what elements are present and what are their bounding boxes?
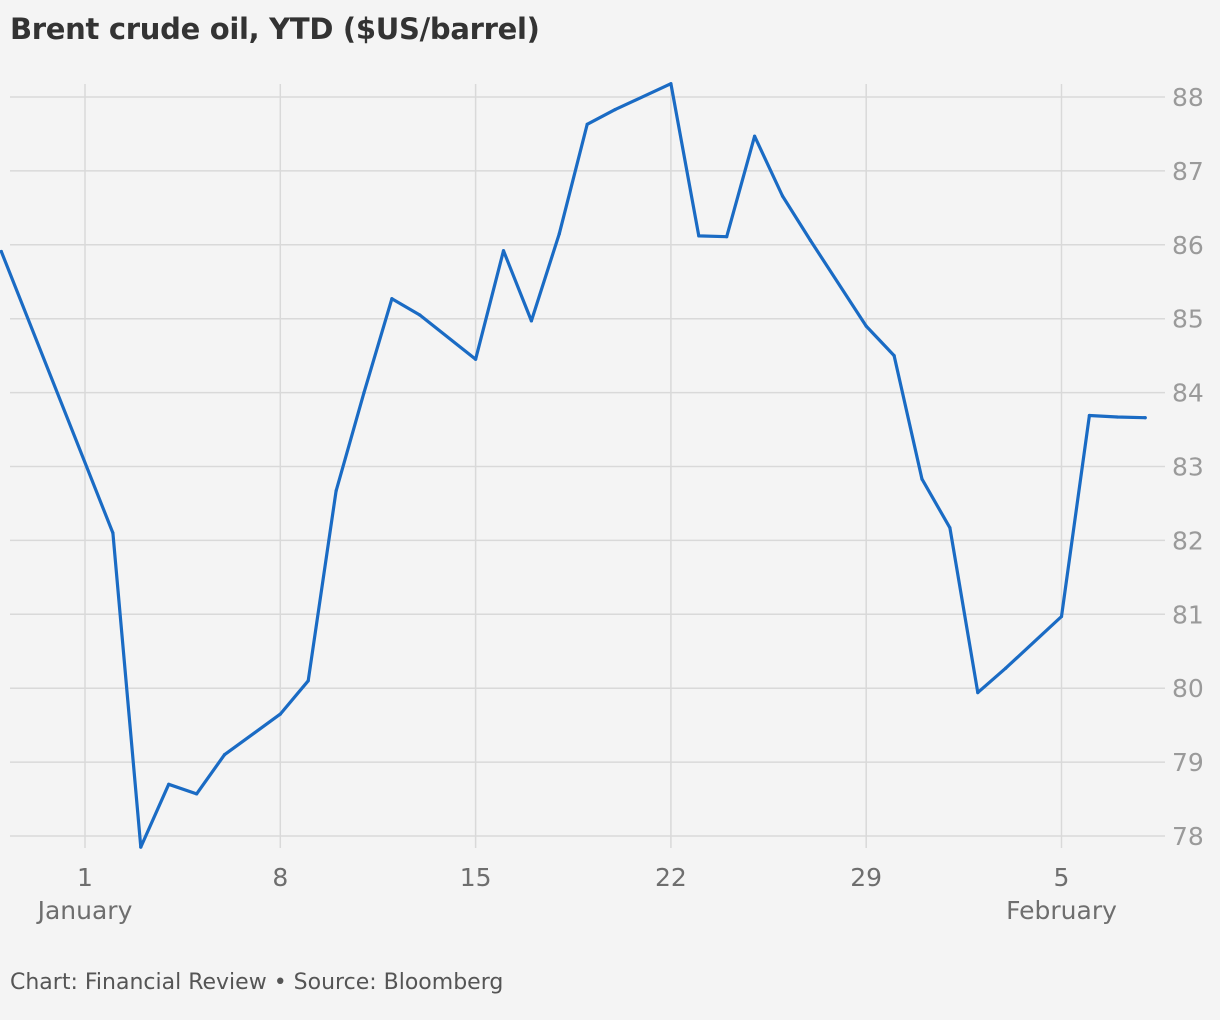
data-point bbox=[195, 792, 199, 796]
x-tick-label: 22 bbox=[655, 863, 687, 892]
data-point bbox=[501, 249, 506, 253]
chart-title: Brent crude oil, YTD ($US/barrel) bbox=[10, 12, 540, 46]
y-tick-label: 78 bbox=[1172, 822, 1204, 851]
y-tick-label: 82 bbox=[1172, 526, 1204, 555]
data-point bbox=[669, 82, 673, 86]
y-tick-label: 86 bbox=[1172, 231, 1204, 260]
y-tick-label: 87 bbox=[1172, 157, 1204, 186]
data-point bbox=[697, 234, 701, 238]
data-point bbox=[892, 354, 896, 358]
y-axis: 78 79 80 81 82 83 84 85 86 87 88 bbox=[1172, 83, 1204, 851]
series-layer bbox=[0, 82, 1147, 849]
data-point bbox=[362, 391, 366, 395]
x-axis: 1 January 8 15 22 29 5 February bbox=[36, 863, 1117, 925]
data-point bbox=[753, 134, 757, 138]
chart-footer: Chart: Financial Review • Source: Bloomb… bbox=[10, 970, 503, 995]
series-line bbox=[0, 82, 1147, 849]
data-point bbox=[725, 235, 729, 239]
data-point bbox=[1059, 614, 1064, 619]
data-point bbox=[0, 249, 3, 254]
x-tick-label: 15 bbox=[460, 863, 492, 892]
y-tick-label: 83 bbox=[1172, 453, 1204, 482]
y-tick-label: 81 bbox=[1172, 600, 1204, 629]
x-tick-label: 8 bbox=[272, 863, 288, 892]
y-tick-label: 84 bbox=[1172, 379, 1204, 408]
data-point bbox=[948, 526, 952, 530]
data-point bbox=[780, 194, 785, 198]
grid-layer bbox=[10, 84, 1165, 848]
x-tick-label: 5 bbox=[1054, 863, 1070, 892]
chart-canvas: 78 79 80 81 82 83 84 85 86 87 88 1 January 8 15 22 29 5 F… bbox=[0, 82, 1204, 925]
data-point bbox=[864, 324, 868, 328]
data-point bbox=[613, 108, 617, 112]
data-point bbox=[1115, 415, 1119, 419]
data-point bbox=[222, 753, 227, 757]
data-point bbox=[390, 297, 394, 301]
data-point bbox=[139, 845, 143, 849]
data-point bbox=[808, 238, 813, 242]
y-tick-label: 79 bbox=[1172, 748, 1204, 777]
data-point bbox=[976, 691, 980, 695]
data-point bbox=[920, 477, 924, 481]
data-point bbox=[167, 782, 171, 786]
data-point bbox=[306, 679, 310, 683]
x-tick-label: 1 bbox=[77, 863, 93, 892]
data-point bbox=[1143, 416, 1147, 420]
footer-separator: • bbox=[273, 970, 287, 995]
data-point bbox=[111, 531, 115, 535]
data-point bbox=[278, 712, 282, 716]
data-point bbox=[529, 319, 534, 323]
chart-source: Source: Bloomberg bbox=[293, 970, 504, 995]
chart-credit: Chart: Financial Review bbox=[10, 970, 267, 995]
y-tick-label: 88 bbox=[1172, 83, 1204, 112]
data-point bbox=[418, 313, 422, 317]
data-point bbox=[557, 232, 561, 236]
data-point bbox=[334, 489, 338, 493]
y-tick-label: 85 bbox=[1172, 305, 1204, 334]
data-point bbox=[1004, 666, 1008, 670]
data-point bbox=[474, 357, 478, 361]
data-point bbox=[585, 122, 589, 126]
data-point bbox=[1087, 413, 1091, 418]
y-tick-label: 80 bbox=[1172, 674, 1204, 703]
x-tick-label: 29 bbox=[850, 863, 882, 892]
x-month-label: January bbox=[36, 896, 133, 925]
x-month-label: February bbox=[1006, 896, 1117, 925]
